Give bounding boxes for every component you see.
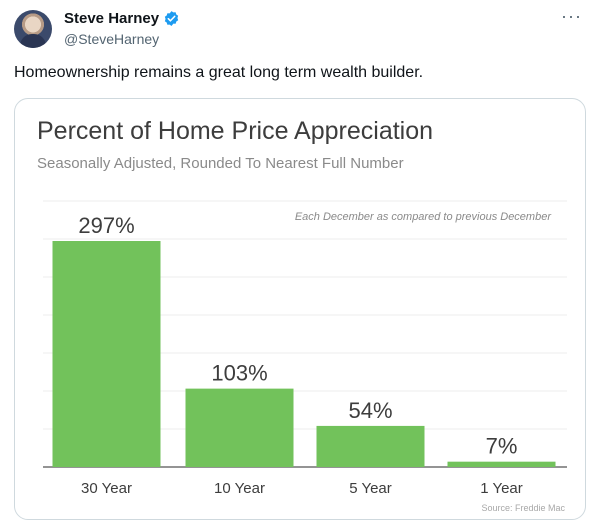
avatar[interactable] [14, 10, 52, 48]
verified-badge-icon [164, 11, 179, 26]
chart-subtitle: Seasonally Adjusted, Rounded To Nearest … [37, 155, 404, 172]
more-options-icon[interactable]: ··· [561, 6, 582, 26]
tweet-header: Steve Harney @SteveHarney ··· [12, 6, 588, 54]
bar-10-year [185, 388, 294, 467]
chart-annotation: Each December as compared to previous De… [295, 211, 553, 223]
bar-value-label: 7% [486, 434, 518, 459]
author-name-row[interactable]: Steve Harney [64, 10, 180, 27]
bar-value-label: 103% [211, 361, 267, 386]
category-label: 30 Year [81, 480, 132, 497]
author-handle[interactable]: @SteveHarney [64, 31, 160, 47]
bar-chart: Each December as compared to previous De… [43, 200, 567, 513]
bar-value-label: 54% [348, 398, 392, 423]
category-label: 10 Year [214, 480, 265, 497]
tweet-media-chart[interactable]: Percent of Home Price Appreciation Seaso… [14, 98, 586, 520]
bar-5-year [316, 425, 425, 467]
bar-30-year [52, 241, 161, 467]
chart-title: Percent of Home Price Appreciation [37, 117, 434, 145]
category-label: 5 Year [349, 480, 392, 497]
bar-value-label: 297% [78, 213, 134, 238]
author-display-name[interactable]: Steve Harney [64, 10, 160, 27]
tweet-text: Homeownership remains a great long term … [14, 64, 424, 81]
chart-source: Source: Freddie Mac [481, 503, 565, 513]
bar-1-year [447, 461, 556, 467]
category-label: 1 Year [480, 480, 523, 497]
